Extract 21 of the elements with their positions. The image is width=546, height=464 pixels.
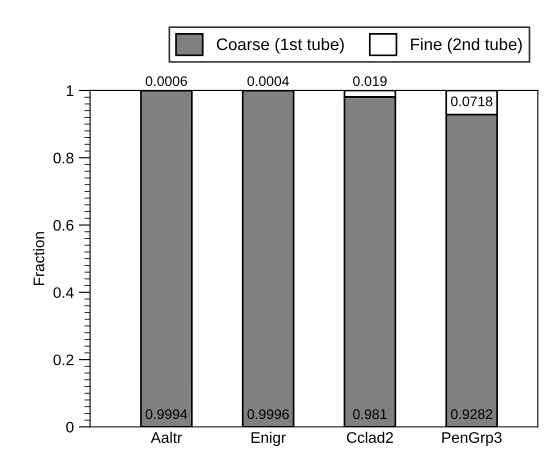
y-tick-label: 0 (66, 422, 74, 433)
y-tick-label: 0.2 (53, 354, 74, 366)
y-tick-label: 0.8 (53, 152, 74, 164)
y-axis-title: Fraction (33, 232, 44, 286)
data-label: 0.0718 (450, 96, 492, 106)
data-label: 0.0004 (247, 76, 289, 86)
y-tick-label: 0.4 (53, 287, 74, 298)
y-tick-label: 1 (66, 86, 74, 96)
x-tick-label: Cclad2 (346, 432, 393, 443)
data-label: 0.981 (353, 409, 387, 420)
data-label: 0.0006 (146, 76, 188, 86)
data-label: 0.9996 (247, 409, 289, 420)
data-label: 0.019 (353, 76, 387, 86)
x-tick-label: PenGrp3 (442, 432, 502, 446)
x-tick-label: Enigr (252, 432, 286, 446)
x-tick-label: Aaltr (150, 432, 182, 443)
legend-label: Fine (2nd tube) (411, 38, 522, 54)
legend-label: Coarse (1st tube) (216, 38, 344, 54)
data-label: 0.9282 (450, 409, 492, 420)
data-label: 0.9994 (146, 409, 188, 420)
y-tick-label: 0.6 (53, 220, 74, 231)
